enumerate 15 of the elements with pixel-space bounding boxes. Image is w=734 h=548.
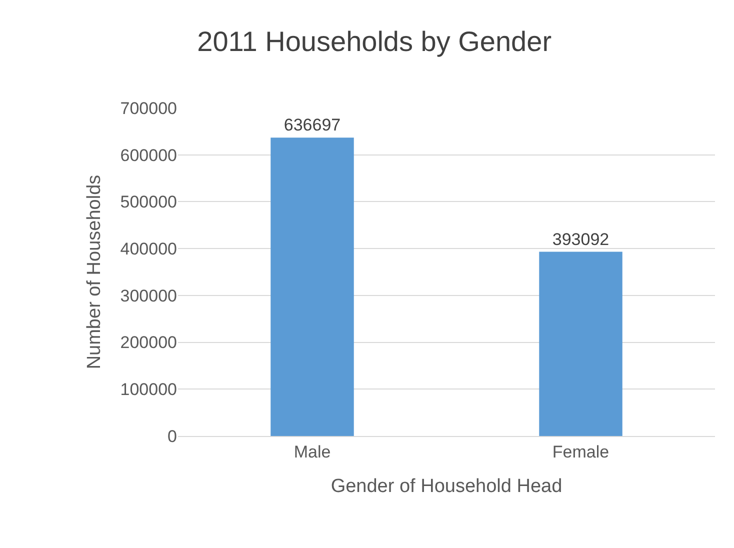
y-tick-label: 0 xyxy=(168,426,177,446)
data-label: 393092 xyxy=(552,230,610,249)
y-tick-label: 100000 xyxy=(120,380,177,400)
y-tick-label: 200000 xyxy=(120,333,177,352)
y-axis-title: Number of Households xyxy=(84,174,106,370)
y-tick-label: 700000 xyxy=(120,98,177,118)
x-axis-title: Gender of Household Head xyxy=(330,476,562,498)
x-tick-label: Female xyxy=(552,442,610,462)
chart-title: 2011 Households by Gender xyxy=(197,26,552,57)
y-tick-label: 500000 xyxy=(120,192,177,212)
y-tick-label: 400000 xyxy=(120,240,177,259)
x-tick-label: Male xyxy=(294,442,331,462)
y-tick-label: 600000 xyxy=(120,146,177,165)
y-tick-label: 300000 xyxy=(120,286,177,306)
data-label: 636697 xyxy=(284,116,341,135)
